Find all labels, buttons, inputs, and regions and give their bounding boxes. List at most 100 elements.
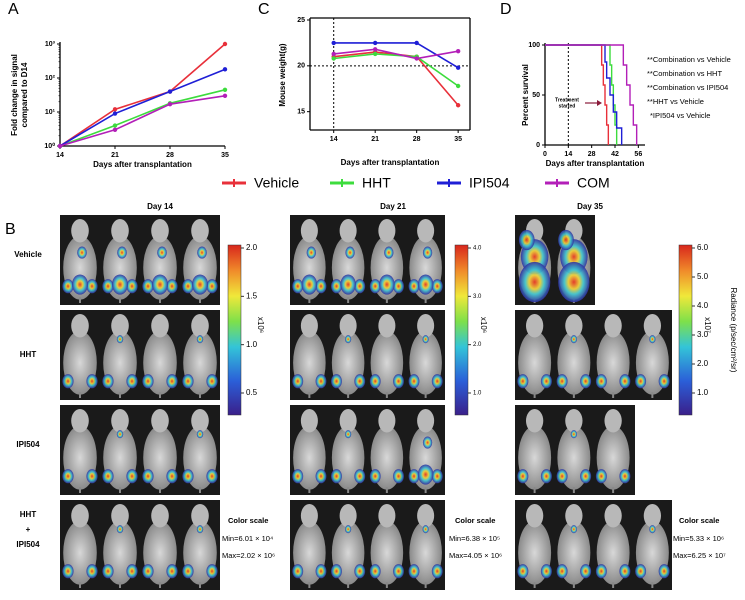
comparison-note: **Combination vs Vehicle (647, 55, 731, 64)
color-scale-min: Min=5.33 × 10⁶ (673, 534, 724, 543)
mouse-head (151, 409, 169, 433)
mouse-head (378, 409, 396, 433)
comparison-note: **HHT vs Vehicle (647, 97, 704, 106)
color-bar-exponent: x10⁶ (479, 317, 488, 333)
color-scale-title: Color scale (679, 516, 719, 525)
signal-blob (292, 564, 304, 579)
mouse-head (565, 409, 583, 433)
comparison-note: **Combination vs HHT (647, 69, 722, 78)
signal-blob (86, 469, 98, 484)
signal-blob (126, 564, 138, 579)
data-point (372, 40, 378, 46)
mouse-head (525, 504, 544, 528)
signal-blob (570, 525, 578, 534)
color-bar-label: 3.0 (697, 330, 709, 339)
row-label: IPI504 (16, 540, 40, 549)
data-point (372, 47, 378, 52)
mouse-head (417, 219, 435, 243)
color-bar-label: 4.0 (473, 246, 482, 252)
signal-blob (556, 564, 568, 579)
y-tick-label: 0 (536, 142, 540, 149)
signal-blob (315, 564, 327, 579)
signal-blob (384, 246, 394, 259)
signal-blob (315, 374, 327, 389)
signal-blob (422, 335, 429, 344)
mouse-head (378, 504, 396, 528)
signal-blob (301, 274, 318, 295)
annotation: Treatment (555, 97, 579, 103)
color-bar-label: 1.5 (246, 291, 258, 300)
mouse-head (300, 409, 318, 433)
mouse-head (339, 409, 357, 433)
signal-blob (379, 274, 395, 295)
series-line (333, 53, 459, 87)
color-bar-exponent: x10⁷ (703, 317, 712, 333)
y-tick-label: 10³ (45, 41, 56, 48)
data-point (57, 143, 63, 149)
signal-blob (556, 374, 568, 389)
signal-blob (408, 564, 420, 579)
signal-blob (517, 564, 529, 579)
mouse-head (417, 314, 435, 338)
legend-label: COM (577, 175, 610, 191)
x-tick-label: 14 (330, 136, 338, 143)
signal-blob (152, 274, 168, 295)
data-point (112, 123, 118, 128)
signal-blob (315, 279, 327, 294)
signal-blob (62, 469, 74, 484)
signal-blob (431, 279, 443, 294)
data-point (455, 103, 461, 108)
signal-blob (580, 564, 592, 579)
data-point (331, 40, 336, 46)
signal-blob (558, 261, 590, 303)
annotation: started (559, 103, 576, 109)
signal-blob (422, 436, 433, 449)
color-bar (454, 244, 469, 416)
y-axis-label: Fold change in signal (10, 54, 19, 136)
signal-blob (540, 469, 552, 484)
color-bar-label: 6.0 (697, 243, 709, 252)
color-bar (227, 244, 242, 416)
signal-blob (580, 374, 592, 389)
mouse-head (151, 219, 169, 243)
signal-blob (86, 564, 98, 579)
signal-blob (345, 246, 355, 259)
mouse-head (300, 504, 318, 528)
panel-label: A (8, 1, 19, 18)
signal-blob (431, 564, 443, 579)
arrow-head (597, 100, 602, 106)
survival-curve (545, 44, 638, 145)
signal-blob (635, 374, 647, 389)
signal-blob (422, 246, 433, 259)
signal-blob (422, 525, 429, 534)
mouse-head (525, 409, 544, 433)
signal-blob (619, 564, 631, 579)
mouse-head (111, 219, 129, 243)
signal-blob (331, 564, 342, 579)
mouse-head (604, 314, 622, 338)
mouse-head (643, 504, 662, 528)
mouse-head (300, 314, 318, 338)
signal-blob (206, 279, 218, 294)
signal-blob (306, 246, 316, 259)
x-tick-label: 35 (454, 136, 462, 143)
signal-blob (292, 279, 304, 294)
signal-blob (62, 564, 74, 579)
survival-curve (545, 44, 618, 145)
signal-blob (635, 564, 647, 579)
data-point (222, 93, 228, 98)
signal-blob (340, 274, 356, 295)
survival-curve (545, 44, 610, 145)
signal-blob (417, 464, 434, 485)
signal-blob (182, 279, 194, 294)
signal-blob (369, 279, 381, 294)
mouse-head (339, 504, 357, 528)
mouse-head (300, 219, 318, 243)
series-line (59, 89, 226, 147)
data-point (455, 83, 461, 89)
mouse-head (339, 314, 357, 338)
signal-blob (182, 469, 194, 484)
day-title: Day 21 (380, 202, 406, 211)
series-line (59, 43, 226, 147)
mouse-head (378, 314, 396, 338)
